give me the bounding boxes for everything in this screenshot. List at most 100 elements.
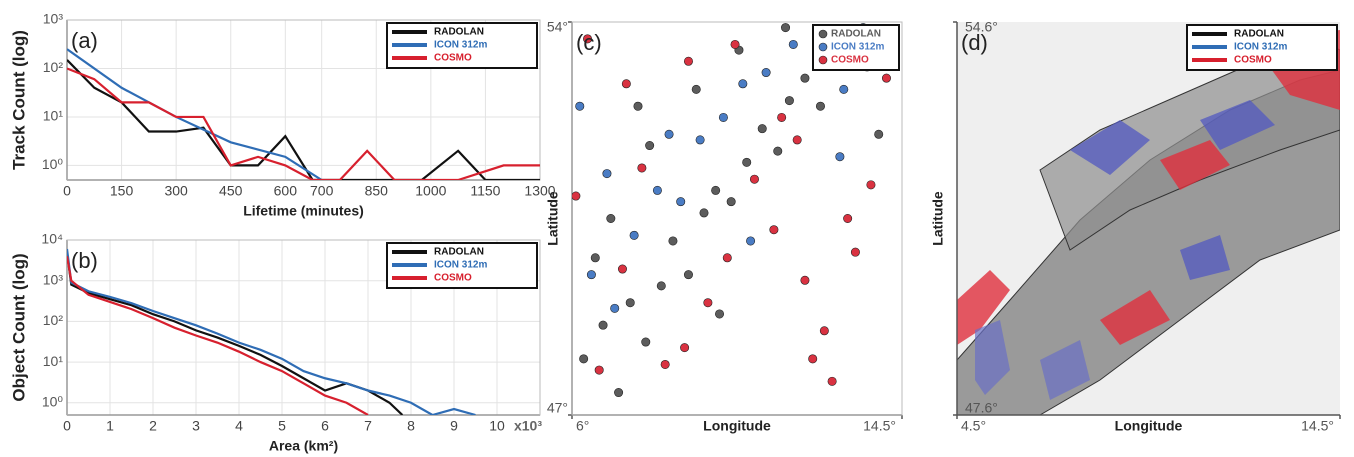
scatter-point — [594, 365, 604, 375]
plot-frame — [66, 239, 541, 416]
scatter-point — [602, 169, 612, 179]
legend: RADOLAN ICON 312m COSMO — [386, 242, 538, 289]
scatter-point — [617, 264, 627, 274]
legend-label: COSMO — [1234, 55, 1272, 66]
scatter-point — [827, 376, 837, 386]
legend-label: COSMO — [434, 53, 472, 64]
scatter-point — [598, 320, 608, 330]
scatter-point — [808, 354, 818, 364]
scatter-point — [691, 84, 701, 94]
y-tick-label: 10² — [43, 312, 64, 328]
panel-label: (c) — [576, 30, 602, 55]
scatter-point — [575, 101, 585, 111]
scatter-point — [874, 129, 884, 139]
y-tick-label: 10⁴ — [41, 231, 63, 247]
legend-label: ICON 312m — [1234, 42, 1287, 53]
scatter-point — [866, 180, 876, 190]
scatter-point — [683, 270, 693, 280]
legend-label: RADOLAN — [434, 247, 484, 258]
legend-label: COSMO — [434, 273, 472, 284]
scatter-point — [652, 185, 662, 195]
x-tick-label: 10 — [489, 418, 505, 434]
scatter-point — [835, 152, 845, 162]
scatter-point — [800, 275, 810, 285]
y-tick-label: 47° — [547, 400, 568, 416]
y-axis-label: Object Count (log) — [9, 253, 28, 401]
legend-marker — [818, 55, 828, 65]
scatter-point — [606, 214, 616, 224]
data-layer — [67, 48, 540, 180]
scatter-point — [792, 135, 802, 145]
scatter-point — [668, 236, 678, 246]
y-tick-label: 54° — [547, 19, 568, 35]
panel: 0 150 300 450 600 700 850 1000 1150 1300 10⁰ 10¹ 10²… — [9, 11, 555, 219]
panel-label: (d) — [961, 30, 988, 55]
map-icon-area — [975, 320, 1090, 400]
x-tick-label: 0 — [63, 183, 71, 199]
x-tick-label: 600 — [274, 183, 298, 199]
scatter-point — [610, 303, 620, 313]
scatter-point — [680, 343, 690, 353]
legend: RADOLAN ICON 312m COSMO — [812, 24, 900, 71]
x-tick-label: 4.5° — [961, 418, 986, 434]
scatter-point — [722, 253, 732, 263]
series-line — [67, 256, 369, 415]
scatter-point — [572, 191, 581, 201]
x-tick-label: 7 — [364, 418, 372, 434]
scatter-point — [683, 56, 693, 66]
scatter-point — [660, 359, 670, 369]
scatter-point — [645, 141, 655, 151]
scatter-point — [718, 112, 728, 122]
x-tick-label: 6° — [576, 418, 589, 434]
y-tick-label: 10³ — [43, 11, 64, 27]
legend-marker — [818, 29, 828, 39]
scatter-point — [633, 101, 643, 111]
scatter-point — [784, 96, 794, 106]
x-tick-label: 9 — [450, 418, 458, 434]
legend-label: ICON 312m — [434, 40, 487, 51]
x-tick-label: 8 — [407, 418, 415, 434]
scatter-point — [843, 214, 853, 224]
scatter-point — [777, 112, 787, 122]
scatter-point — [711, 185, 721, 195]
scatter-point — [819, 326, 829, 336]
map-layers — [957, 22, 1340, 415]
plot-frame — [66, 19, 541, 181]
scatter-point — [757, 124, 767, 134]
map-radolan-area — [1039, 39, 1340, 251]
scatter-point — [839, 84, 849, 94]
x-tick-label: 2 — [149, 418, 157, 434]
legend-label: COSMO — [831, 55, 869, 66]
scatter-point — [742, 157, 752, 167]
scatter-point — [625, 298, 635, 308]
x-tick-label: 300 — [164, 183, 188, 199]
x-tick-label: 4 — [235, 418, 243, 434]
legend-label: ICON 312m — [434, 260, 487, 271]
panel: 0 1 2 3 4 5 6 7 8 9 10 10⁰ 10¹ 10² 10³ 10⁴ (b) Area (km²)… — [9, 231, 542, 454]
series-line — [67, 67, 540, 180]
series-line — [67, 48, 323, 180]
legend: RADOLAN ICON 312m COSMO — [386, 22, 538, 69]
y-tick-label: 10⁰ — [42, 156, 64, 172]
scatter-point — [738, 79, 748, 89]
scatter-point — [629, 230, 639, 240]
x-scale-label: x10³ — [514, 418, 542, 434]
panel-label: (b) — [71, 248, 98, 273]
x-axis-label: Area (km²) — [269, 438, 338, 454]
scatter-point — [881, 73, 891, 83]
y-tick-label: 54.6° — [965, 19, 998, 35]
x-tick-label: 3 — [192, 418, 200, 434]
scatter-point — [676, 197, 686, 207]
scatter-point — [656, 281, 666, 291]
x-tick-label: 0 — [63, 418, 71, 434]
scatter-point — [695, 135, 705, 145]
map-icon-area — [1070, 100, 1275, 280]
scatter-point — [614, 388, 624, 398]
legend-box — [812, 24, 900, 71]
x-tick-label: 1000 — [415, 183, 446, 199]
plot-area — [572, 22, 902, 415]
scatter-point — [586, 270, 596, 280]
x-tick-label: 1300 — [524, 183, 555, 199]
scatter-point — [746, 236, 756, 246]
